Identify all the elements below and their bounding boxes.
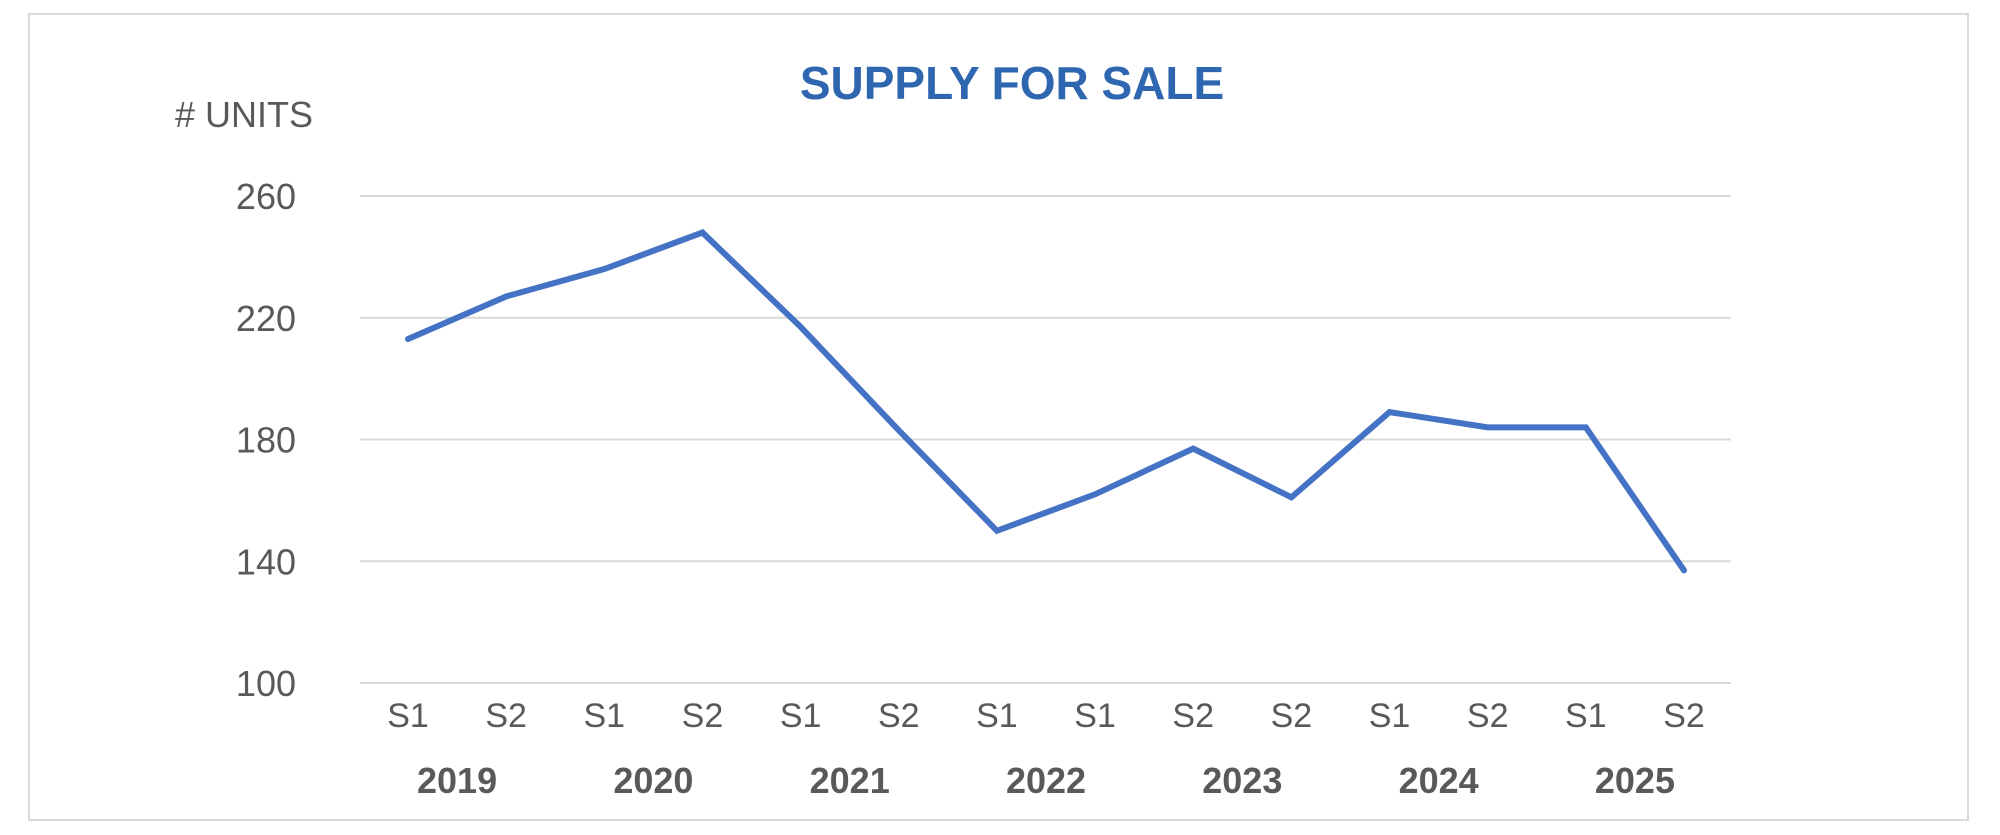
x-tick-label: S2 — [1172, 697, 1214, 735]
year-group-label: 2019 — [417, 760, 497, 801]
x-tick-label: S1 — [387, 697, 429, 735]
y-tick-label: 100 — [236, 663, 296, 704]
x-tick-label: S1 — [780, 697, 822, 735]
year-group-label: 2021 — [810, 760, 890, 801]
x-tick-label: S1 — [1369, 697, 1411, 735]
x-tick-label: S2 — [485, 697, 527, 735]
x-tick-label: S1 — [976, 697, 1018, 735]
y-tick-label: 140 — [236, 541, 296, 582]
chart-frame — [28, 13, 1969, 821]
x-tick-label: S2 — [878, 697, 920, 735]
y-tick-label: 220 — [236, 298, 296, 339]
x-tick-label: S2 — [1663, 697, 1705, 735]
year-group-label: 2022 — [1006, 760, 1086, 801]
x-tick-label: S1 — [1074, 697, 1116, 735]
x-tick-label: S2 — [1467, 697, 1509, 735]
x-tick-label: S1 — [584, 697, 626, 735]
year-group-label: 2020 — [613, 760, 693, 801]
chart-title: SUPPLY FOR SALE — [800, 57, 1224, 109]
y-tick-label: 260 — [236, 176, 296, 217]
x-tick-label: S2 — [1271, 697, 1313, 735]
x-tick-label: S2 — [682, 697, 724, 735]
year-group-label: 2024 — [1399, 760, 1479, 801]
x-tick-label: S1 — [1565, 697, 1607, 735]
y-tick-label: 180 — [236, 420, 296, 461]
year-group-label: 2025 — [1595, 760, 1675, 801]
year-group-label: 2023 — [1202, 760, 1282, 801]
y-axis-label: # UNITS — [175, 94, 313, 135]
series-line — [405, 229, 1687, 574]
